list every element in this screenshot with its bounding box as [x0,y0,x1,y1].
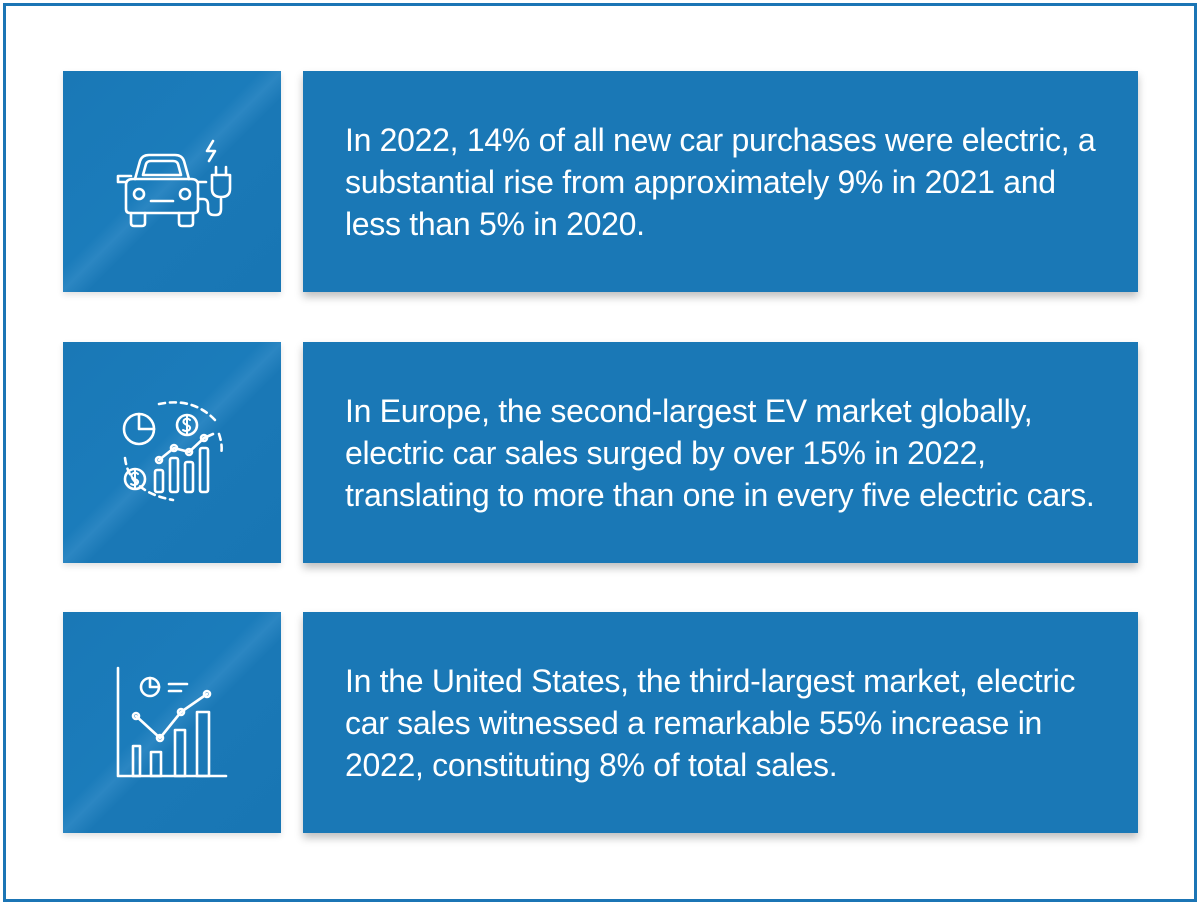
financial-growth-chart-icon [122,401,223,502]
icon-panel [63,342,281,563]
statistics-bar-chart-icon [116,666,228,778]
stat-text: In the United States, the third-largest … [345,662,1076,783]
stat-card-europe: In Europe, the second-largest EV market … [63,342,1138,563]
stat-text: In Europe, the second-largest EV market … [345,392,1095,513]
stat-card-global: In 2022, 14% of all new car purchases we… [63,71,1138,292]
stat-text-panel: In the United States, the third-largest … [303,612,1138,833]
stat-card-united-states: In the United States, the third-largest … [63,612,1138,833]
stat-text-panel: In Europe, the second-largest EV market … [303,342,1138,563]
electric-car-plug-icon [116,139,232,228]
icon-panel [63,612,281,833]
stat-text-panel: In 2022, 14% of all new car purchases we… [303,71,1138,292]
icon-panel [63,71,281,292]
stat-text: In 2022, 14% of all new car purchases we… [345,121,1096,242]
